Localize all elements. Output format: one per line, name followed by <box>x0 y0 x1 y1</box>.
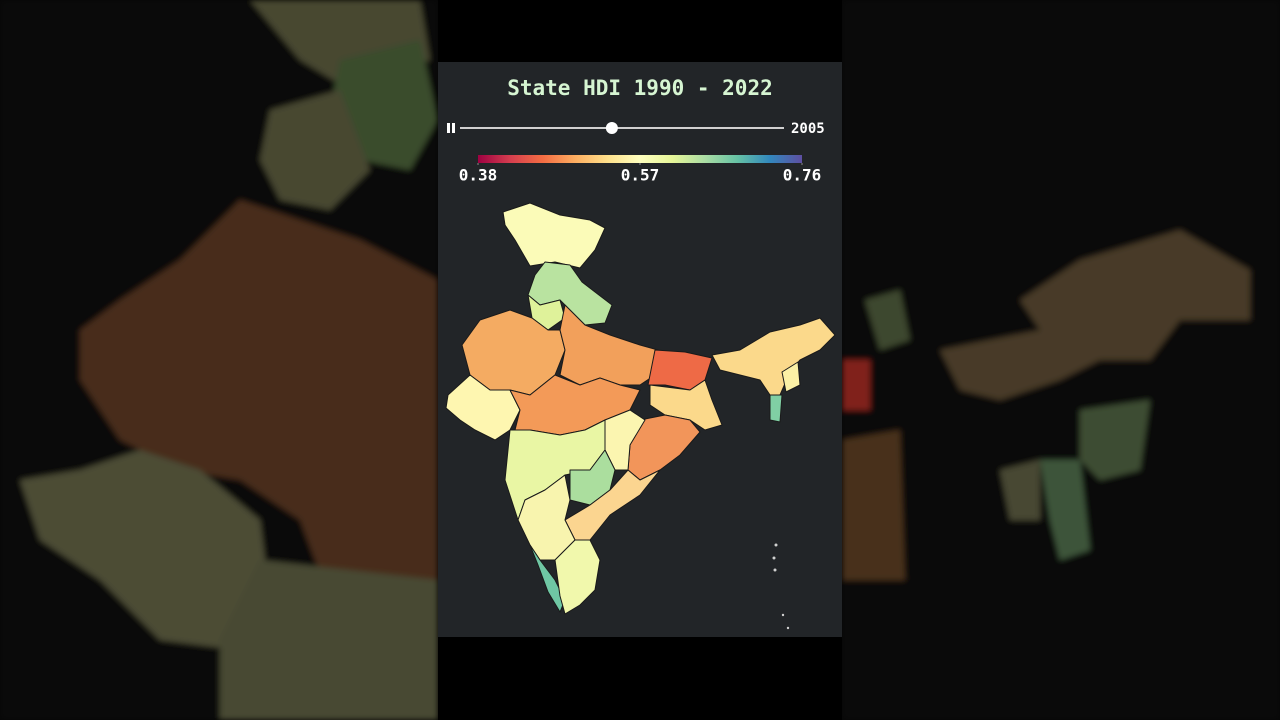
letterbox-top <box>438 0 842 62</box>
state <box>769 394 783 423</box>
colorbar-tick-label: 0.57 <box>621 166 660 185</box>
pause-bar[interactable] <box>447 123 450 133</box>
play-control[interactable] <box>447 123 455 133</box>
background-left <box>0 0 438 720</box>
state <box>554 539 601 615</box>
background-right <box>842 0 1280 720</box>
india-map <box>445 202 836 615</box>
state <box>649 379 723 431</box>
state <box>559 304 659 386</box>
state <box>781 361 801 393</box>
islands <box>772 543 790 630</box>
colorbar-tick-label: 0.38 <box>459 166 498 185</box>
slider-label: 2005 <box>791 121 825 137</box>
state <box>569 449 616 506</box>
pause-bar[interactable] <box>452 123 455 133</box>
state <box>711 317 836 396</box>
letterbox-bottom <box>438 637 842 720</box>
state <box>502 202 606 269</box>
title: State HDI 1990 - 2022 <box>507 76 773 100</box>
colorbar-tick-label: 0.76 <box>783 166 822 185</box>
colorbar <box>478 155 802 163</box>
slider-knob[interactable] <box>605 122 618 134</box>
